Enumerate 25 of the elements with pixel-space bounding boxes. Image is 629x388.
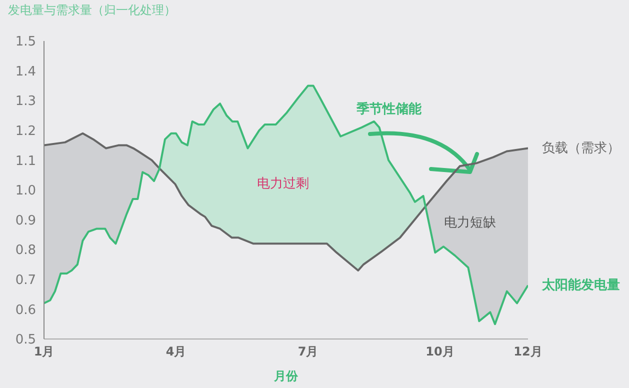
y-tick-label: 0.5 [15, 332, 36, 348]
line-series [44, 84, 528, 326]
annotation: 电力过剩 [256, 176, 309, 192]
y-tick-label: 0.7 [15, 273, 36, 288]
y-tick-label: 0.9 [15, 213, 36, 228]
x-axis-title: 月份 [273, 369, 299, 383]
annotation: 电力短缺 [444, 215, 496, 230]
x-tick-label: 12月 [514, 344, 542, 359]
y-tick-label: 1.5 [15, 34, 36, 50]
chart-title: 发电量与需求量（归一化处理） [8, 3, 176, 17]
x-tick-label: 4月 [166, 344, 186, 359]
series-label: 负载（需求） [542, 140, 620, 156]
series-label: 太阳能发电量 [541, 276, 620, 293]
y-tick-label: 1.4 [15, 64, 36, 80]
y-tick-label: 1.1 [15, 154, 36, 169]
y-tick-label: 0.8 [15, 243, 36, 258]
annotation: 季节性储能 [355, 101, 422, 118]
x-tick-label: 1月 [34, 344, 54, 359]
y-tick-label: 1.0 [15, 184, 36, 199]
x-tick-label: 7月 [298, 344, 318, 359]
y-tick-label: 1.3 [15, 94, 36, 110]
x-tick-label: 10月 [426, 344, 454, 359]
y-tick-label: 1.2 [15, 124, 36, 140]
line-series [44, 132, 528, 272]
y-tick-label: 0.6 [15, 302, 36, 318]
